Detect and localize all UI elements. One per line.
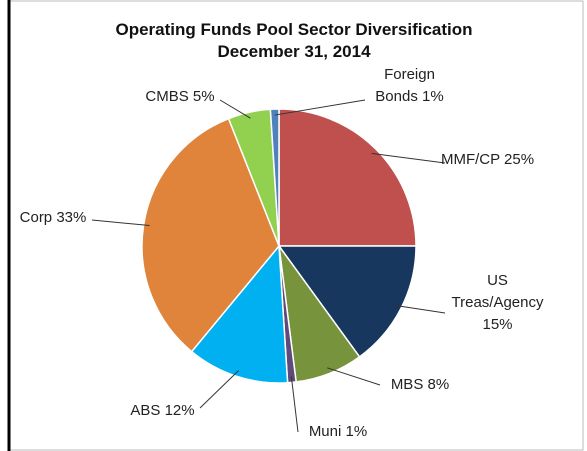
leader-line bbox=[290, 376, 299, 433]
pie-slice bbox=[278, 108, 417, 247]
data-label: US Treas/Agency 15% bbox=[445, 270, 550, 336]
category-label: US Treas/Agency bbox=[451, 272, 544, 311]
data-label: MBS 8% bbox=[380, 374, 460, 396]
value-label: 5% bbox=[192, 88, 215, 105]
pie-slice bbox=[190, 244, 289, 384]
value-label: 1% bbox=[422, 88, 444, 105]
leader-line bbox=[371, 152, 446, 164]
leader-line bbox=[199, 370, 239, 409]
chart-subtitle: December 31, 2014 bbox=[217, 42, 371, 61]
leader-line bbox=[274, 99, 366, 116]
category-label: MMF/CP bbox=[440, 151, 500, 168]
leader-line bbox=[395, 304, 446, 314]
value-label: 1% bbox=[345, 423, 368, 440]
category-label: Foreign Bonds bbox=[375, 66, 435, 105]
data-label: ABS 12% bbox=[120, 400, 205, 422]
data-label: MMF/CP 25% bbox=[440, 149, 535, 171]
value-label: 33% bbox=[56, 209, 87, 226]
category-label: Muni bbox=[308, 423, 342, 440]
data-label: Foreign Bonds 1% bbox=[362, 64, 457, 108]
data-label: CMBS 5% bbox=[135, 86, 225, 108]
category-label: CMBS bbox=[145, 88, 189, 105]
value-label: 8% bbox=[427, 376, 450, 393]
leader-line bbox=[91, 219, 150, 227]
value-label: 25% bbox=[504, 151, 535, 168]
pie-slice bbox=[269, 108, 280, 247]
chart-title: Operating Funds Pool Sector Diversificat… bbox=[115, 20, 473, 39]
data-label: Muni 1% bbox=[298, 421, 378, 443]
data-label: Corp 33% bbox=[8, 207, 98, 229]
pie-slice bbox=[277, 245, 417, 358]
category-label: MBS bbox=[390, 376, 424, 393]
value-label: 12% bbox=[164, 402, 195, 419]
leader-line bbox=[327, 367, 381, 386]
leader-line bbox=[219, 99, 251, 119]
category-label: Corp bbox=[19, 209, 53, 226]
category-label: ABS bbox=[130, 402, 161, 419]
value-label: 15% bbox=[482, 316, 513, 333]
